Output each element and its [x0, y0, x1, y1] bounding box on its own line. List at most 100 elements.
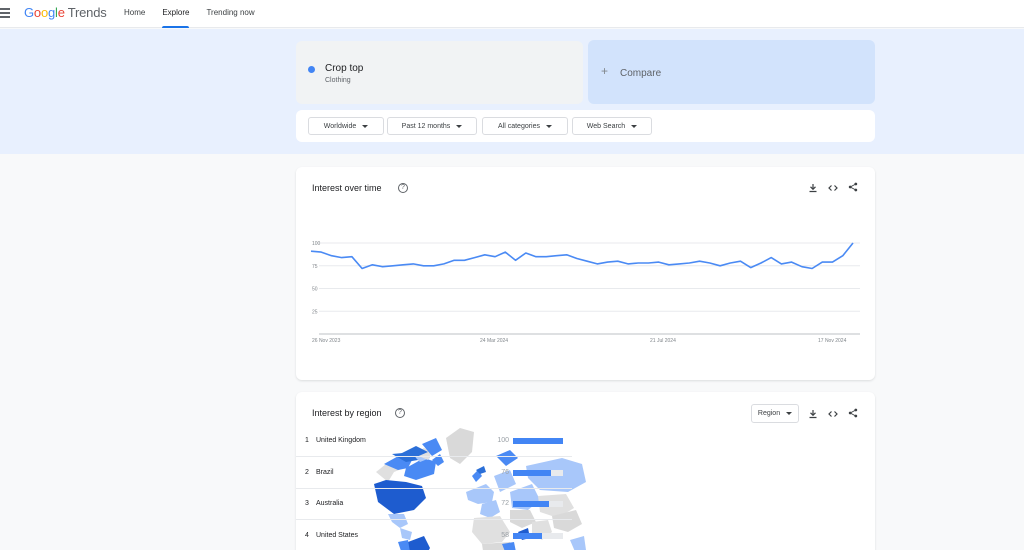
x-tick-label: 17 Nov 2024: [818, 338, 847, 344]
region-bar-track: [513, 470, 563, 476]
help-icon[interactable]: ?: [395, 408, 405, 418]
series-color-dot: [308, 66, 315, 73]
series-line: [310, 242, 854, 270]
region-row[interactable]: 2 Brazil 76: [296, 458, 572, 489]
logo-letter: G: [24, 5, 34, 20]
logo-letter: l: [55, 5, 58, 20]
x-tick-label: 21 Jul 2024: [650, 338, 676, 344]
map-region-greenland: [446, 428, 474, 464]
location-filter[interactable]: Worldwide: [308, 117, 384, 135]
region-name: Brazil: [316, 469, 334, 476]
caret-down-icon: [631, 124, 638, 128]
share-icon[interactable]: [848, 182, 858, 192]
map-region-mexico: [388, 514, 408, 528]
region-row[interactable]: 1 United Kingdom 100: [296, 426, 572, 457]
region-name: United Kingdom: [316, 437, 366, 444]
map-region-canada-arctic: [400, 446, 428, 458]
resolution-select[interactable]: Region: [751, 404, 799, 423]
map-region-ireland: [476, 466, 486, 474]
interest-by-region-title: Interest by region: [312, 408, 382, 418]
nav-trending-now[interactable]: Trending now: [206, 8, 255, 17]
region-rank: 1: [305, 437, 309, 444]
map-region-canada-island: [432, 454, 444, 466]
region-rank: 2: [305, 469, 309, 476]
interest-over-time-card: Interest over time ? 100 75 50 25 26 Nov 202…: [296, 167, 875, 380]
region-value: 72: [501, 500, 509, 507]
region-bar: [513, 438, 563, 444]
logo-letter: o: [40, 5, 48, 20]
interest-line-chart[interactable]: 100 75 50 25 26 Nov 2023 24 Mar 2024 21 Jul 20…: [296, 167, 875, 380]
caret-down-icon: [456, 124, 463, 128]
filter-bar: Worldwide Past 12 months All categories …: [296, 110, 875, 142]
menu-icon[interactable]: [0, 8, 10, 18]
region-rank: 3: [305, 500, 309, 507]
interest-over-time-title: Interest over time: [312, 183, 382, 193]
download-icon[interactable]: [808, 409, 818, 419]
resolution-label: Region: [757, 410, 781, 417]
logo-letter: o: [33, 5, 41, 20]
map-region-arctic-islands: [422, 438, 442, 456]
y-tick-label: 25: [312, 309, 318, 315]
region-bar-track: [513, 438, 563, 444]
nav-home[interactable]: Home: [124, 8, 146, 17]
region-value: 100: [497, 437, 509, 444]
map-region-central-america: [400, 528, 412, 540]
map-region-north-atlantic: [496, 450, 518, 466]
map-region-canada: [404, 458, 436, 480]
map-region-north-africa: [472, 516, 510, 544]
region-name: United States: [316, 532, 359, 539]
plus-icon: +: [601, 64, 609, 78]
region-value: 76: [501, 469, 509, 476]
compare-label: Compare: [620, 68, 662, 79]
interest-by-region-card: Interest by region ? Region: [296, 392, 875, 550]
region-bar-track: [513, 501, 563, 507]
map-region-south-america-west: [398, 540, 410, 550]
caret-down-icon: [546, 124, 553, 128]
y-tick-label: 75: [312, 264, 318, 270]
region-bar: [513, 533, 542, 539]
map-region-southern-europe: [480, 500, 500, 518]
share-icon[interactable]: [848, 408, 858, 418]
download-icon[interactable]: [808, 183, 818, 193]
time-filter[interactable]: Past 12 months: [387, 117, 477, 135]
search-term-card[interactable]: Crop top Clothing: [296, 41, 583, 104]
region-row[interactable]: 4 United States 58: [296, 521, 572, 550]
help-icon[interactable]: ?: [398, 183, 408, 193]
region-value: 58: [501, 532, 509, 539]
search-type-filter-label: Web Search: [586, 122, 626, 130]
top-bar: Google Trends Home Explore Trending now: [0, 0, 1024, 28]
nav-explore[interactable]: Explore: [162, 0, 190, 28]
region-name: Australia: [316, 500, 344, 507]
y-tick-label: 50: [312, 287, 318, 293]
search-term[interactable]: Crop top: [325, 63, 364, 74]
main-nav: Home Explore Trending now: [124, 0, 272, 28]
embed-icon[interactable]: [828, 183, 838, 193]
time-filter-label: Past 12 months: [401, 122, 451, 130]
category-filter[interactable]: All categories: [482, 117, 568, 135]
region-bar-track: [513, 533, 563, 539]
compare-button[interactable]: + Compare: [588, 40, 875, 104]
logo-letter: e: [57, 5, 65, 20]
region-bar: [513, 501, 549, 507]
search-term-category: Clothing: [325, 77, 351, 84]
embed-icon[interactable]: [828, 409, 838, 419]
region-rank: 4: [305, 532, 309, 539]
map-region-scandinavia: [494, 470, 516, 492]
map-region-east-africa: [502, 542, 516, 550]
caret-down-icon: [786, 412, 793, 415]
location-filter-label: Worldwide: [323, 122, 357, 130]
map-region-brazil: [406, 536, 430, 550]
y-tick-label: 100: [312, 241, 321, 247]
google-trends-logo[interactable]: Google Trends: [24, 5, 107, 20]
map-region-southeast-asia: [570, 536, 586, 550]
search-type-filter[interactable]: Web Search: [572, 117, 652, 135]
x-tick-label: 24 Mar 2024: [480, 338, 508, 344]
logo-suffix: Trends: [67, 5, 107, 20]
map-region-western-europe: [466, 484, 494, 504]
region-bar: [513, 470, 551, 476]
x-tick-label: 26 Nov 2023: [312, 338, 341, 344]
category-filter-label: All categories: [497, 122, 541, 130]
caret-down-icon: [362, 124, 369, 128]
region-row[interactable]: 3 Australia 72: [296, 489, 572, 520]
map-region-china: [552, 510, 582, 532]
